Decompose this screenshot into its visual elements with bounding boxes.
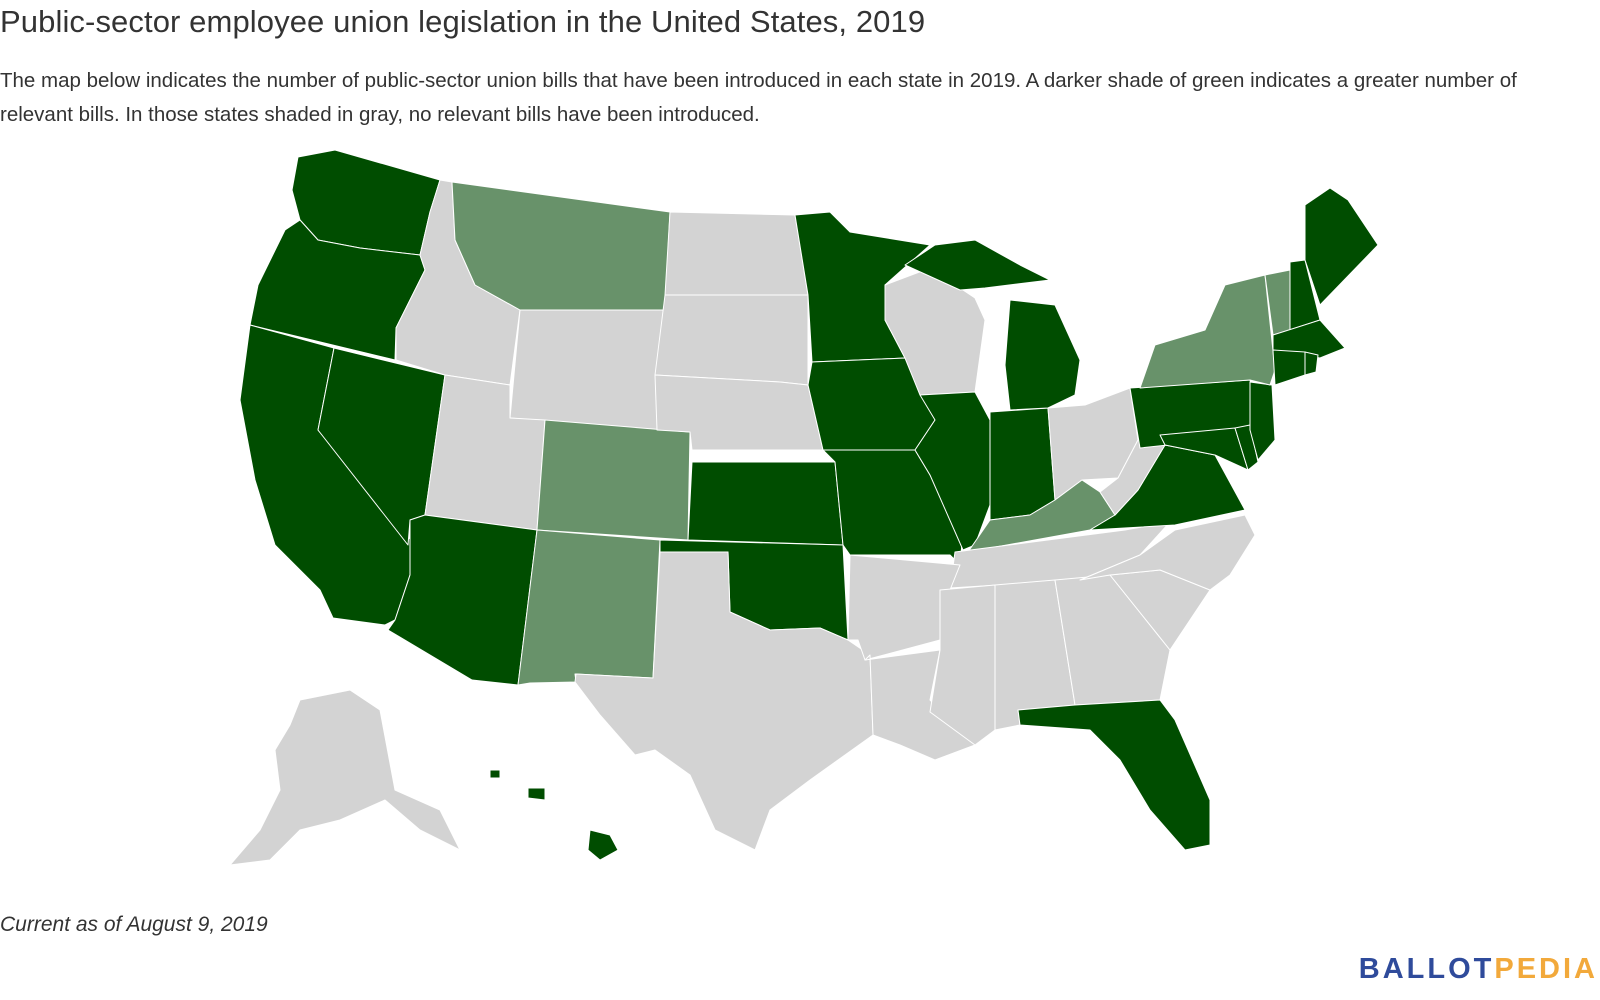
- currency-note: Current as of August 9, 2019: [0, 913, 268, 936]
- state-RI[interactable]: [1304, 351, 1319, 376]
- ballotpedia-logo: BALLOTPEDIA: [1359, 953, 1598, 986]
- state-KS[interactable]: [687, 461, 844, 546]
- page-title: Public-sector employee union legislation…: [0, 4, 926, 39]
- state-HI-2[interactable]: [527, 787, 546, 801]
- state-AK[interactable]: [229, 689, 461, 866]
- state-HI-3[interactable]: [489, 769, 501, 779]
- state-CO[interactable]: [536, 419, 691, 541]
- state-HI[interactable]: [587, 829, 619, 861]
- state-MD[interactable]: [1159, 427, 1249, 471]
- state-ND[interactable]: [664, 211, 809, 296]
- state-WY[interactable]: [509, 309, 666, 431]
- state-NE[interactable]: [654, 374, 824, 451]
- state-IL[interactable]: [914, 391, 991, 551]
- map-description: The map below indicates the number of pu…: [0, 69, 1517, 126]
- state-SD[interactable]: [654, 294, 809, 386]
- state-LA[interactable]: [864, 649, 976, 761]
- state-MI[interactable]: [1004, 299, 1081, 411]
- state-CT[interactable]: [1272, 349, 1306, 386]
- state-MA[interactable]: [1272, 319, 1346, 359]
- state-MT[interactable]: [451, 181, 671, 311]
- state-NY[interactable]: [1139, 274, 1276, 389]
- state-IN[interactable]: [989, 407, 1056, 521]
- state-ME[interactable]: [1304, 187, 1379, 306]
- state-AZ[interactable]: [387, 514, 538, 686]
- state-MI-up[interactable]: [904, 239, 1051, 291]
- state-NM[interactable]: [517, 529, 661, 686]
- state-NC[interactable]: [1079, 514, 1256, 591]
- state-AR[interactable]: [847, 554, 961, 661]
- state-FL[interactable]: [1017, 699, 1211, 851]
- logo-part-ballot: BALLOT: [1358, 953, 1495, 985]
- logo-part-pedia: PEDIA: [1494, 953, 1598, 985]
- state-TX[interactable]: [574, 551, 874, 851]
